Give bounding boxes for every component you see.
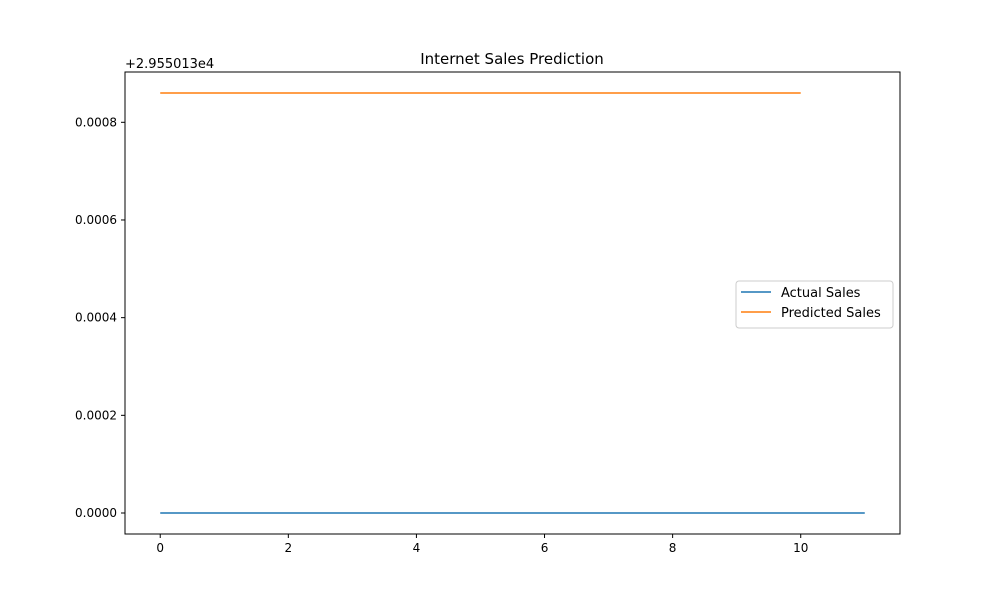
- x-tick-label: 2: [285, 541, 293, 555]
- x-tick-label: 0: [156, 541, 164, 555]
- y-tick-label: 0.0002: [75, 408, 117, 422]
- y-tick-label: 0.0008: [75, 115, 117, 129]
- legend: Actual Sales Predicted Sales: [735, 280, 894, 329]
- legend-label: Predicted Sales: [781, 306, 881, 321]
- y-offset-text: +2.955013e4: [125, 57, 214, 72]
- y-tick-label: 0.0006: [75, 213, 117, 227]
- plot-area-frame: [124, 71, 901, 535]
- y-tick-label: 0.0000: [75, 506, 117, 520]
- series-layer: [160, 92, 865, 514]
- y-tick-label: 0.0004: [75, 311, 117, 325]
- chart-title: Internet Sales Prediction: [420, 50, 604, 68]
- x-tick-label: 4: [413, 541, 421, 555]
- x-tick-label: 8: [669, 541, 677, 555]
- x-tick-label: 6: [541, 541, 549, 555]
- legend-box: [735, 280, 894, 329]
- x-tick-label: 10: [793, 541, 808, 555]
- y-axis: 0.0000 0.0002 0.0004 0.0006 0.0008: [75, 115, 125, 520]
- x-axis: 0 2 4 6 8 10: [156, 534, 808, 555]
- legend-label: Actual Sales: [781, 286, 861, 301]
